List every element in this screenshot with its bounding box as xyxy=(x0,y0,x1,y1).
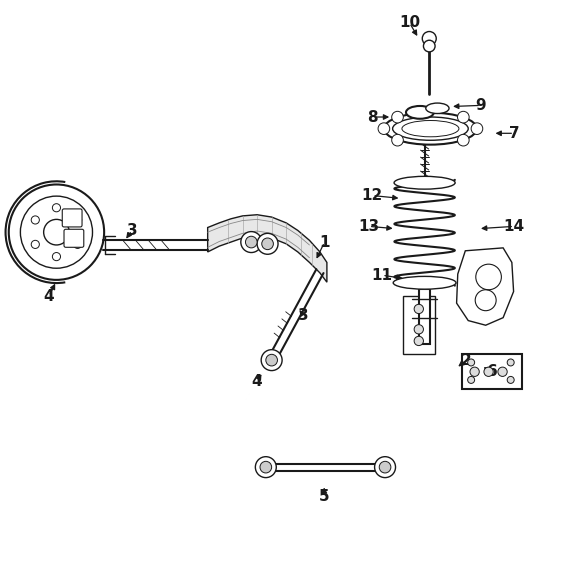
Text: 5: 5 xyxy=(319,489,330,504)
FancyBboxPatch shape xyxy=(462,354,522,389)
Polygon shape xyxy=(457,248,513,325)
Circle shape xyxy=(507,377,514,384)
Text: 7: 7 xyxy=(509,126,520,141)
FancyBboxPatch shape xyxy=(402,296,435,354)
Circle shape xyxy=(392,134,404,146)
Circle shape xyxy=(266,354,277,366)
Text: 4: 4 xyxy=(44,289,54,304)
Text: 8: 8 xyxy=(367,110,378,125)
Circle shape xyxy=(31,216,39,224)
Circle shape xyxy=(468,359,475,366)
Circle shape xyxy=(414,304,423,314)
Text: 14: 14 xyxy=(503,219,525,234)
Circle shape xyxy=(471,123,483,135)
Circle shape xyxy=(245,236,257,248)
Polygon shape xyxy=(208,215,327,282)
Circle shape xyxy=(470,367,479,377)
Text: 3: 3 xyxy=(298,308,309,324)
Circle shape xyxy=(457,134,469,146)
Text: 9: 9 xyxy=(476,98,486,113)
Circle shape xyxy=(414,336,423,346)
Circle shape xyxy=(507,359,514,366)
Text: 12: 12 xyxy=(361,188,383,203)
Text: 4: 4 xyxy=(252,374,262,389)
Circle shape xyxy=(53,203,61,212)
Ellipse shape xyxy=(406,106,434,119)
Text: 10: 10 xyxy=(399,15,420,30)
Circle shape xyxy=(257,233,278,254)
Text: 1: 1 xyxy=(319,234,330,250)
Circle shape xyxy=(379,461,391,473)
Circle shape xyxy=(74,216,82,224)
Circle shape xyxy=(392,111,404,123)
Circle shape xyxy=(422,31,436,45)
Ellipse shape xyxy=(394,176,455,189)
Ellipse shape xyxy=(393,276,456,289)
Text: 3: 3 xyxy=(127,223,137,238)
Circle shape xyxy=(31,240,39,248)
FancyBboxPatch shape xyxy=(62,209,82,227)
Circle shape xyxy=(423,40,435,52)
Text: 13: 13 xyxy=(358,219,380,234)
Circle shape xyxy=(74,240,82,248)
Circle shape xyxy=(457,111,469,123)
Circle shape xyxy=(262,238,273,250)
Circle shape xyxy=(261,350,282,371)
Circle shape xyxy=(44,219,69,245)
Circle shape xyxy=(484,367,493,377)
Text: 11: 11 xyxy=(371,268,392,283)
Circle shape xyxy=(241,231,262,252)
Bar xyxy=(419,289,430,344)
Ellipse shape xyxy=(384,113,477,145)
Circle shape xyxy=(378,123,390,135)
FancyBboxPatch shape xyxy=(64,229,84,247)
Circle shape xyxy=(255,456,276,477)
Circle shape xyxy=(498,367,507,377)
Circle shape xyxy=(53,252,61,261)
Circle shape xyxy=(414,325,423,334)
Circle shape xyxy=(374,456,395,477)
Ellipse shape xyxy=(426,103,449,114)
Circle shape xyxy=(468,377,475,384)
Text: 2: 2 xyxy=(461,353,472,368)
Circle shape xyxy=(260,461,272,473)
Text: 6: 6 xyxy=(487,364,498,380)
